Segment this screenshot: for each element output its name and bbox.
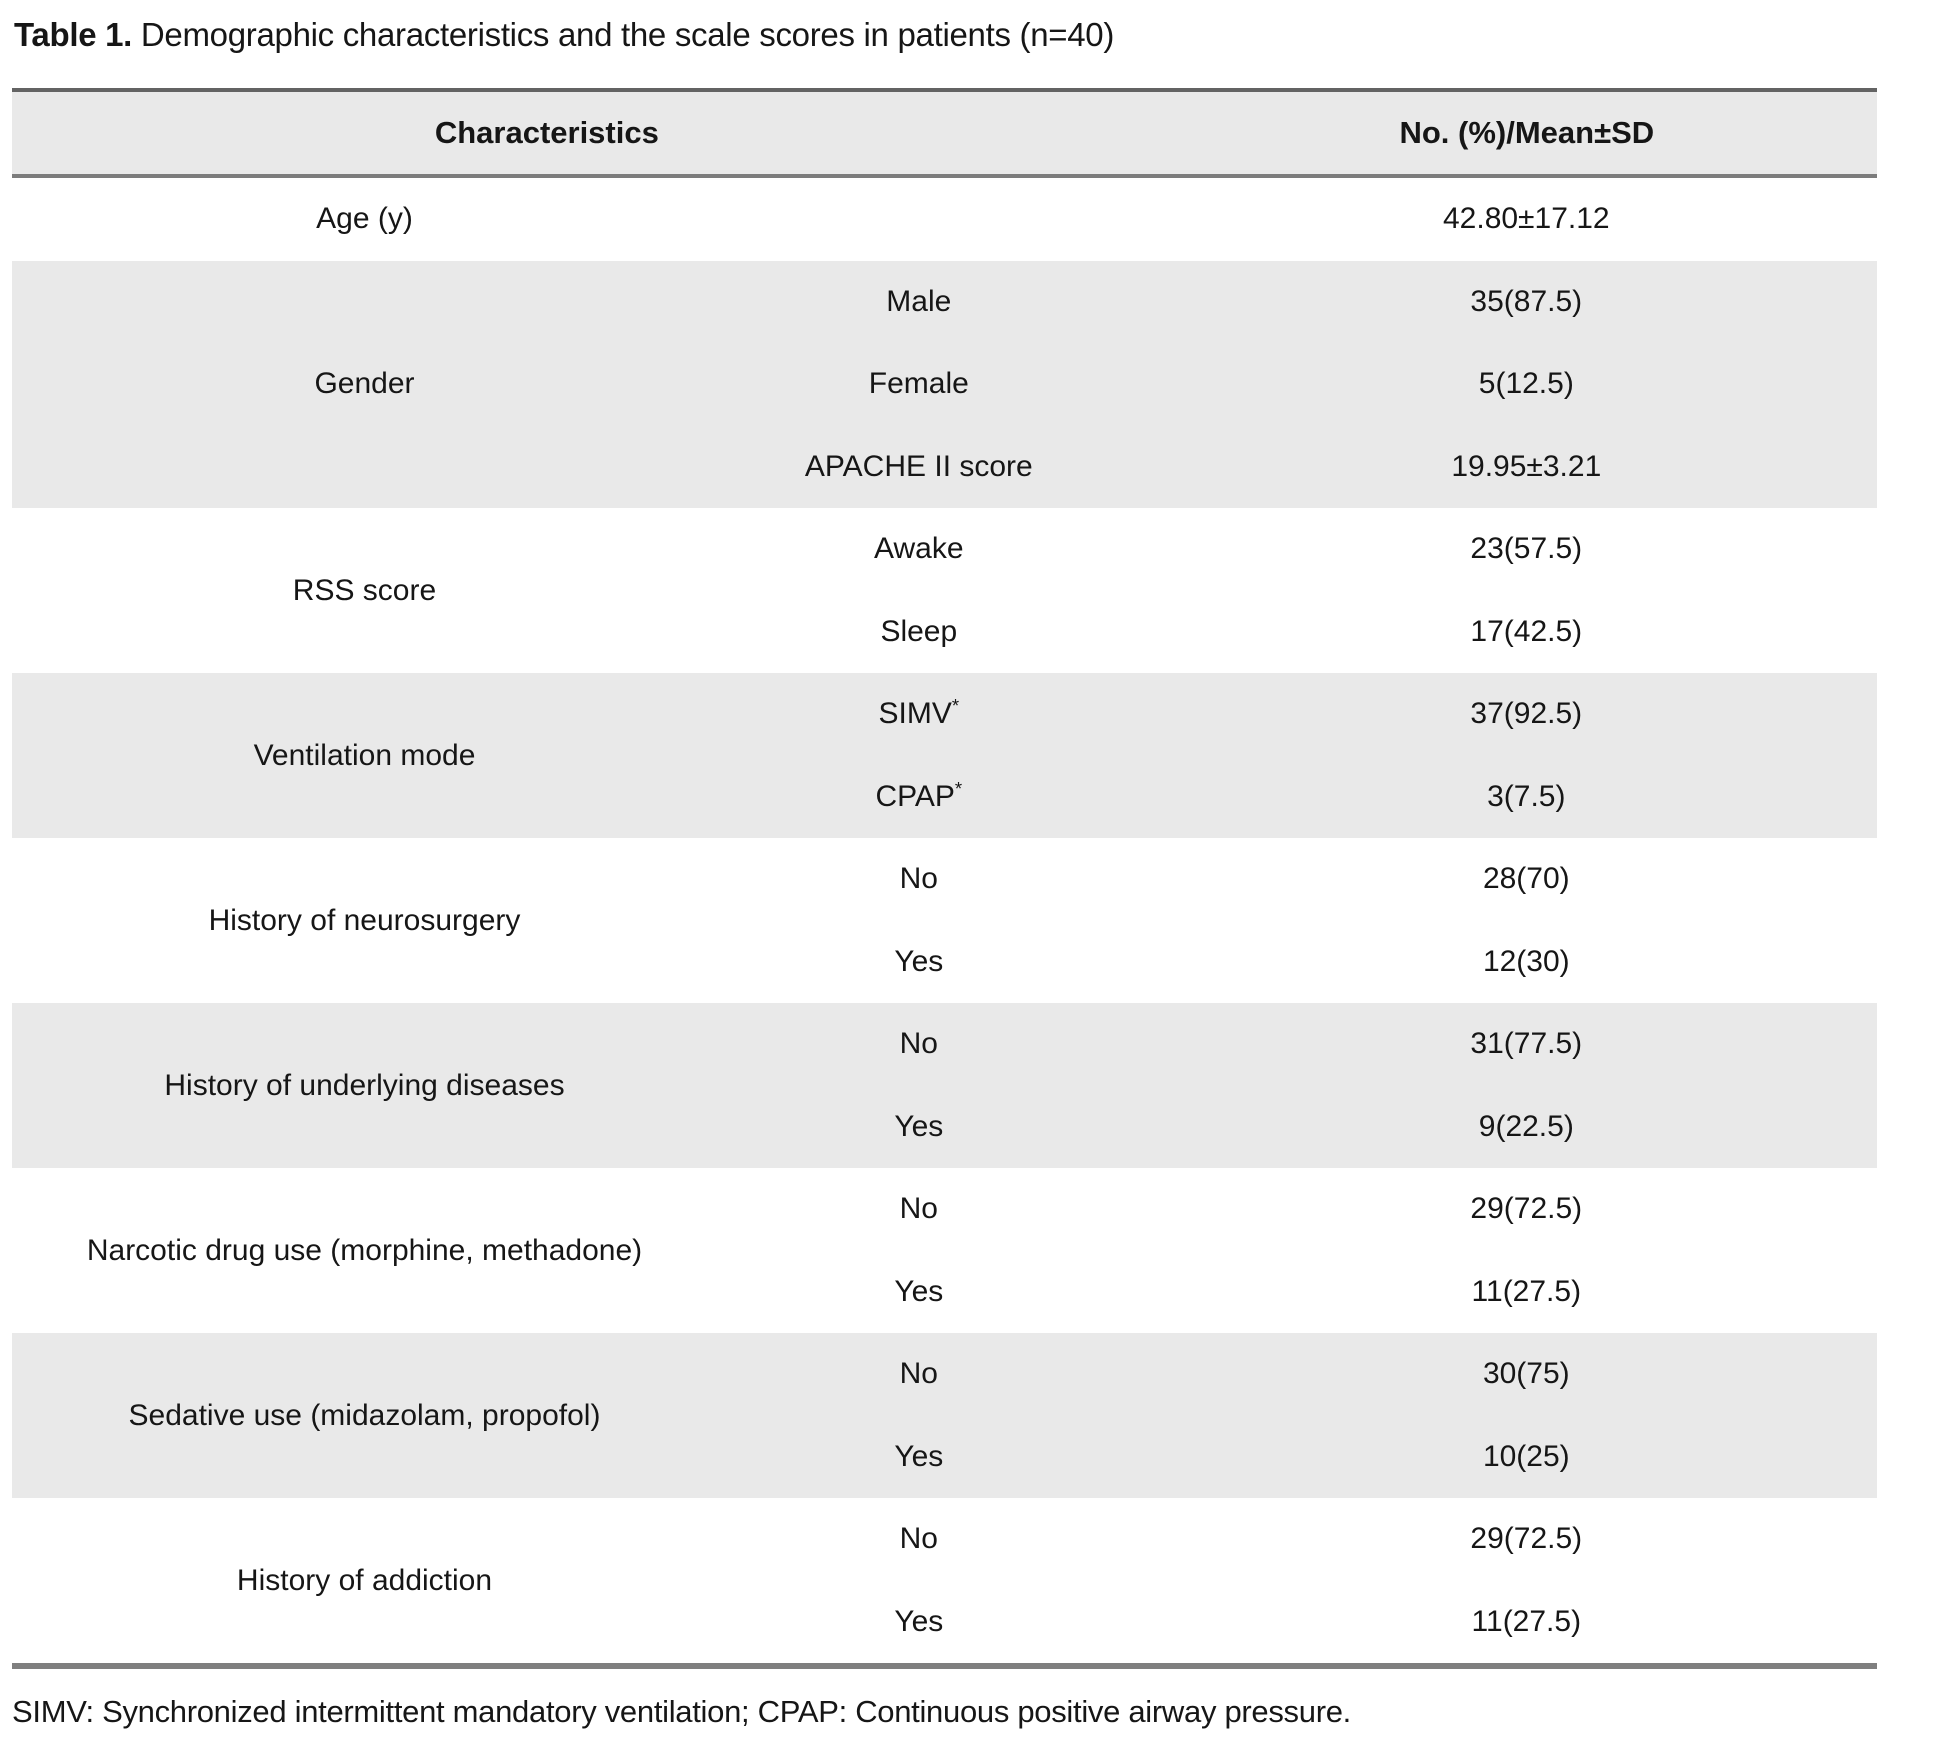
group-label: Sedative use (midazolam, propofol) [128, 1398, 601, 1432]
table-header-row: Characteristics No. (%)/Mean±SD [12, 92, 1877, 178]
value-cell: 5(12.5) [1478, 367, 1574, 401]
table-row: 42.80±17.12 [717, 178, 1877, 261]
value-cell: 10(25) [1482, 1439, 1570, 1473]
group-label: History of neurosurgery [208, 903, 521, 937]
value-cell: 23(57.5) [1470, 532, 1583, 566]
value-cell: 17(42.5) [1470, 614, 1583, 648]
table-row: APACHE II score 19.95±3.21 [717, 426, 1877, 509]
table-row: Sleep 17(42.5) [717, 591, 1877, 674]
table-group-underlying-diseases: History of underlying diseases No 31(77.… [12, 1003, 1877, 1168]
table-row: Male 35(87.5) [717, 261, 1877, 344]
sub-characteristic: Yes [894, 1274, 944, 1308]
table-group-history-neurosurgery: History of neurosurgery No 28(70) Yes 12… [12, 838, 1877, 1003]
value-cell: 42.80±17.12 [1442, 202, 1610, 236]
table-group-ventilation-mode: Ventilation mode SIMV* 37(92.5) CPAP* 3(… [12, 673, 1877, 838]
value-cell: 3(7.5) [1487, 779, 1566, 813]
value-cell: 29(72.5) [1470, 1192, 1583, 1226]
table-row: Yes 11(27.5) [717, 1251, 1877, 1334]
table-group-history-addiction: History of addiction No 29(72.5) Yes 11(… [12, 1498, 1877, 1663]
table-row: No 29(72.5) [717, 1498, 1877, 1581]
sub-characteristic: Yes [894, 1604, 944, 1638]
group-label: Gender [314, 367, 415, 401]
group-label: Narcotic drug use (morphine, methadone) [86, 1233, 643, 1267]
table-row: No 30(75) [717, 1333, 1877, 1416]
table-caption-text: Demographic characteristics and the scal… [132, 16, 1115, 53]
table-row: Yes 11(27.5) [717, 1581, 1877, 1664]
value-cell: 31(77.5) [1470, 1027, 1583, 1061]
value-cell: 35(87.5) [1470, 284, 1583, 318]
table-row: No 29(72.5) [717, 1168, 1877, 1251]
table-caption-number: Table 1. [14, 16, 133, 53]
table-group-age: Age (y) 42.80±17.12 [12, 178, 1877, 261]
table-row: No 31(77.5) [717, 1003, 1877, 1086]
table-group-sedative-use: Sedative use (midazolam, propofol) No 30… [12, 1333, 1877, 1498]
table-group-gender: Gender Male 35(87.5) Female 5(12.5) APAC… [12, 260, 1877, 509]
group-label: History of addiction [236, 1563, 493, 1597]
group-label: Age (y) [316, 202, 413, 236]
table-row: Awake 23(57.5) [717, 508, 1877, 591]
table-row: Female 5(12.5) [717, 343, 1877, 426]
footnote-marker: * [951, 695, 960, 717]
sub-characteristic: No [899, 1027, 938, 1061]
table-caption: Table 1. Demographic characteristics and… [14, 16, 1914, 54]
table-group-narcotic-drug-use: Narcotic drug use (morphine, methadone) … [12, 1168, 1877, 1333]
sub-characteristic: Female [868, 367, 969, 401]
table-row: Yes 10(25) [717, 1416, 1877, 1499]
value-cell: 19.95±3.21 [1451, 449, 1602, 483]
sub-characteristic: Male [886, 284, 952, 318]
footnote-marker: * [954, 777, 963, 799]
sub-characteristic: Yes [894, 1439, 944, 1473]
group-label: History of underlying diseases [164, 1068, 565, 1102]
value-cell: 11(27.5) [1471, 1604, 1582, 1638]
sub-characteristic: Sleep [880, 614, 958, 648]
value-cell: 12(30) [1482, 944, 1570, 978]
sub-characteristic: No [899, 1522, 938, 1556]
group-label: Ventilation mode [253, 738, 476, 772]
table-footnote: SIMV: Synchronized intermittent mandator… [12, 1694, 1351, 1729]
table-group-rss-score: RSS score Awake 23(57.5) Sleep 17(42.5) [12, 508, 1877, 673]
table-row: Yes 12(30) [717, 921, 1877, 1004]
sub-characteristic: APACHE II score [804, 449, 1033, 483]
group-label: RSS score [292, 573, 437, 607]
sub-characteristic: Yes [894, 1109, 944, 1143]
header-characteristics: Characteristics [434, 115, 659, 150]
table-row: Yes 9(22.5) [717, 1086, 1877, 1169]
sub-characteristic: SIMV* [878, 695, 960, 731]
table-row: SIMV* 37(92.5) [717, 673, 1877, 756]
sub-characteristic: No [899, 1192, 938, 1226]
demographics-table: Characteristics No. (%)/Mean±SD Age (y) … [12, 88, 1877, 1669]
table-row: CPAP* 3(7.5) [717, 756, 1877, 839]
header-value: No. (%)/Mean±SD [1399, 115, 1655, 150]
sub-characteristic: CPAP* [875, 777, 963, 813]
sub-characteristic: No [899, 1357, 938, 1391]
value-cell: 37(92.5) [1470, 697, 1583, 731]
value-cell: 28(70) [1482, 862, 1570, 896]
value-cell: 30(75) [1482, 1357, 1570, 1391]
value-cell: 29(72.5) [1470, 1522, 1583, 1556]
sub-characteristic: No [899, 862, 938, 896]
sub-characteristic: Yes [894, 944, 944, 978]
table-row: No 28(70) [717, 838, 1877, 921]
sub-characteristic: Awake [874, 532, 964, 566]
value-cell: 9(22.5) [1478, 1109, 1574, 1143]
value-cell: 11(27.5) [1471, 1274, 1582, 1308]
